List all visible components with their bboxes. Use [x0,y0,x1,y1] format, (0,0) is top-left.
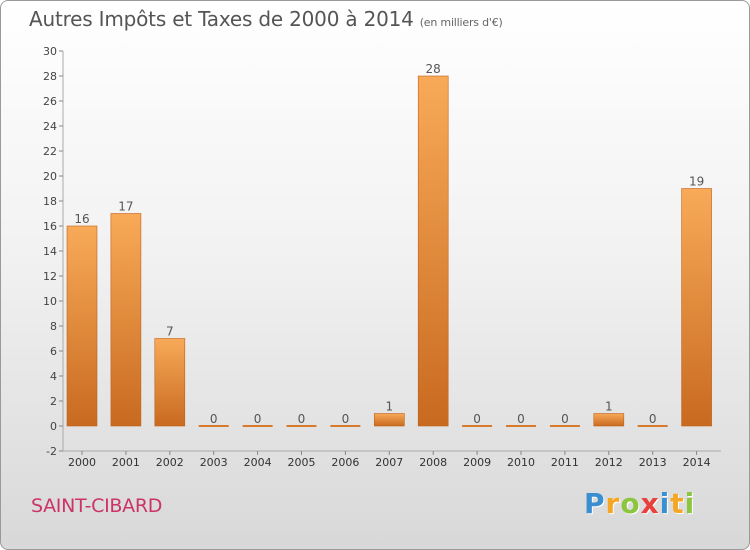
bar [154,338,186,427]
data-label: 1 [605,400,613,414]
y-tick-label: 24 [43,120,57,133]
y-tick-label: 26 [43,95,57,108]
bar [110,213,142,427]
chart-title-text: Autres Impôts et Taxes de 2000 à 2014 [29,7,414,31]
bar [593,413,625,427]
chart-bars [66,75,712,427]
x-tick-label: 2004 [244,456,272,469]
x-tick-label: 2006 [331,456,359,469]
y-tick-label: 16 [43,220,57,233]
data-label: 0 [210,412,218,426]
y-tick-label: 20 [43,170,57,183]
y-tick-label: 30 [43,45,57,58]
data-label: 0 [298,412,306,426]
x-tick-label: 2005 [288,456,316,469]
data-label: 0 [342,412,350,426]
y-tick-label: 0 [50,420,57,433]
data-label: 0 [254,412,262,426]
x-tick-label: 2001 [112,456,140,469]
x-tick-label: 2003 [200,456,228,469]
bar [66,225,98,427]
x-tick-label: 2002 [156,456,184,469]
chart-labels: 2000 16 2001 17 2002 7 2003 0 2004 0 2005 0 2006 0 200… [68,62,711,469]
y-tick-label: 6 [50,345,57,358]
data-label: 16 [74,212,89,226]
logo-letter: x [640,487,660,520]
y-tick-label: 10 [43,295,57,308]
logo-letter: i [684,487,696,520]
x-tick-label: 2011 [551,456,579,469]
logo-letter: P [584,487,606,520]
bar [681,188,712,427]
x-tick-label: 2008 [419,456,447,469]
logo-letter: r [605,487,621,520]
x-tick-label: 2009 [463,456,491,469]
data-label: 0 [649,412,657,426]
x-tick-label: 2010 [507,456,535,469]
data-label: 28 [426,62,441,76]
data-label: 0 [473,412,481,426]
x-tick-label: 2013 [639,456,667,469]
y-tick-label: 22 [43,145,57,158]
y-tick-label: 2 [50,395,57,408]
y-tick-label: -2 [46,445,57,458]
logo-letter: i [659,487,671,520]
data-label: 19 [689,175,704,189]
data-label: 17 [118,200,133,214]
x-tick-label: 2000 [68,456,96,469]
y-tick-label: 14 [43,245,57,258]
proxiti-logo: Proxiti [584,487,695,520]
x-tick-label: 2014 [683,456,711,469]
y-tick-label: 8 [50,320,57,333]
bar [373,413,405,427]
data-label: 0 [561,412,569,426]
y-tick-label: 4 [50,370,57,383]
logo-letter: o [620,487,641,520]
data-label: 7 [166,325,174,339]
y-tick-label: 12 [43,270,57,283]
data-label: 0 [517,412,525,426]
y-tick-label: 28 [43,70,57,83]
y-tick-label: 18 [43,195,57,208]
bar [417,75,449,427]
chart-subtitle: (en milliers d'€) [419,16,503,29]
data-label: 1 [385,400,393,414]
x-tick-label: 2012 [595,456,623,469]
commune-name: SAINT-CIBARD [31,495,163,517]
logo-letter: t [670,487,685,520]
chart-title: Autres Impôts et Taxes de 2000 à 2014 (en… [29,7,503,31]
x-tick-label: 2007 [375,456,403,469]
